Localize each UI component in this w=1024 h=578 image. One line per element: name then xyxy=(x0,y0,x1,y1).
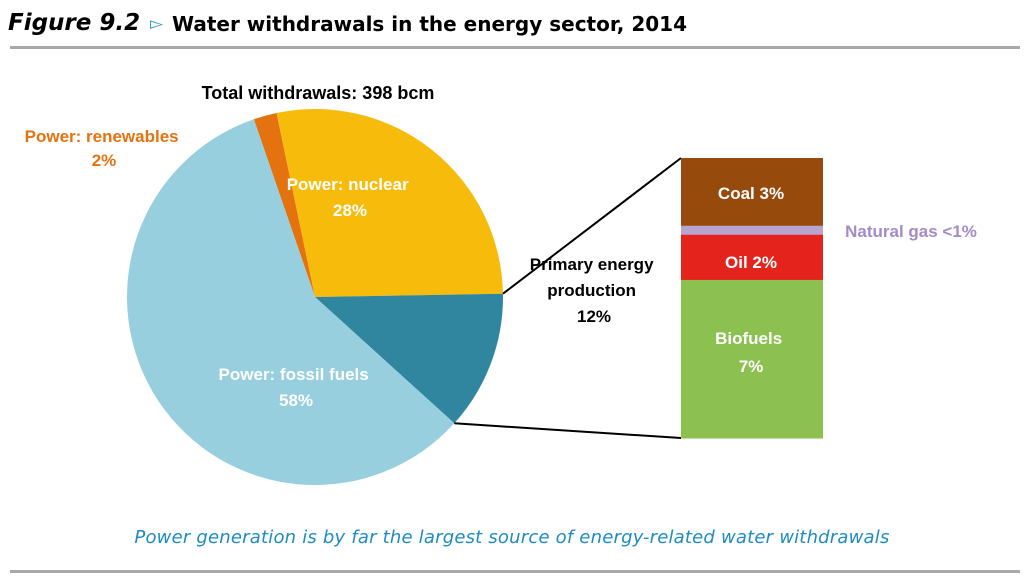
renewables-label: Power: renewables 2% xyxy=(25,127,184,170)
pie-slice-primary xyxy=(315,293,503,424)
figure-header: Figure 9.2 ▻ Water withdrawals in the en… xyxy=(0,0,1024,60)
figure-arrow-icon: ▻ xyxy=(150,14,164,34)
biofuels-label: Biofuels 7% xyxy=(715,329,787,376)
bar-segment-coal xyxy=(681,158,823,227)
stacked-bar-chart xyxy=(681,158,823,439)
bar-segment-biofuels xyxy=(681,279,823,439)
top-rule xyxy=(10,46,1020,49)
bar-segment-natural_gas xyxy=(681,225,823,236)
primary-energy-label: Primary energy production 12% xyxy=(530,255,659,326)
pie-chart xyxy=(126,109,503,486)
figure-number: Figure 9.2 xyxy=(8,10,141,36)
figure-caption: Power generation is by far the largest s… xyxy=(134,527,890,548)
pie-slice-nuclear xyxy=(276,109,503,297)
natural-gas-label: Natural gas <1% xyxy=(845,222,977,241)
renewables-value: 2% xyxy=(92,151,117,170)
primary-name-line2: production xyxy=(547,281,636,300)
fossil-name: Power: fossil fuels xyxy=(219,365,369,384)
bar-segment-oil xyxy=(681,234,823,281)
primary-name-line1: Primary energy xyxy=(530,255,654,274)
biofuels-value: 7% xyxy=(739,357,764,376)
chart-labels: Total withdrawals: 398 bcm Power: renewa… xyxy=(25,83,977,410)
pie-total-label: Total withdrawals: 398 bcm xyxy=(202,83,435,103)
connector-line-bottom xyxy=(454,422,682,439)
pie-slice-renewables xyxy=(253,112,315,297)
figure-title: Water withdrawals in the energy sector, … xyxy=(172,12,687,36)
biofuels-name: Biofuels xyxy=(715,329,782,348)
fossil-label: Power: fossil fuels 58% xyxy=(219,365,374,410)
pie-to-bar-connectors xyxy=(454,157,682,439)
nuclear-value: 28% xyxy=(333,201,367,220)
oil-label: Oil 2% xyxy=(725,253,777,272)
nuclear-label: Power: nuclear 28% xyxy=(287,175,414,220)
renewables-name: Power: renewables xyxy=(25,127,179,146)
pie-slice-fossil xyxy=(126,119,455,486)
nuclear-name: Power: nuclear xyxy=(287,175,409,194)
primary-value: 12% xyxy=(577,307,611,326)
bottom-rule xyxy=(10,570,1020,573)
fossil-value: 58% xyxy=(279,391,313,410)
coal-label: Coal 3% xyxy=(718,184,784,203)
connector-line-top xyxy=(502,157,682,295)
